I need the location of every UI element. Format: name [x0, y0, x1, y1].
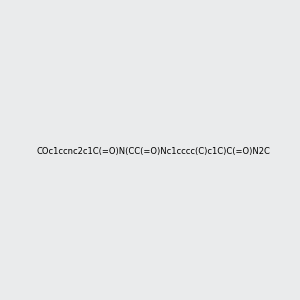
Text: COc1ccnc2c1C(=O)N(CC(=O)Nc1cccc(C)c1C)C(=O)N2C: COc1ccnc2c1C(=O)N(CC(=O)Nc1cccc(C)c1C)C(… [37, 147, 271, 156]
